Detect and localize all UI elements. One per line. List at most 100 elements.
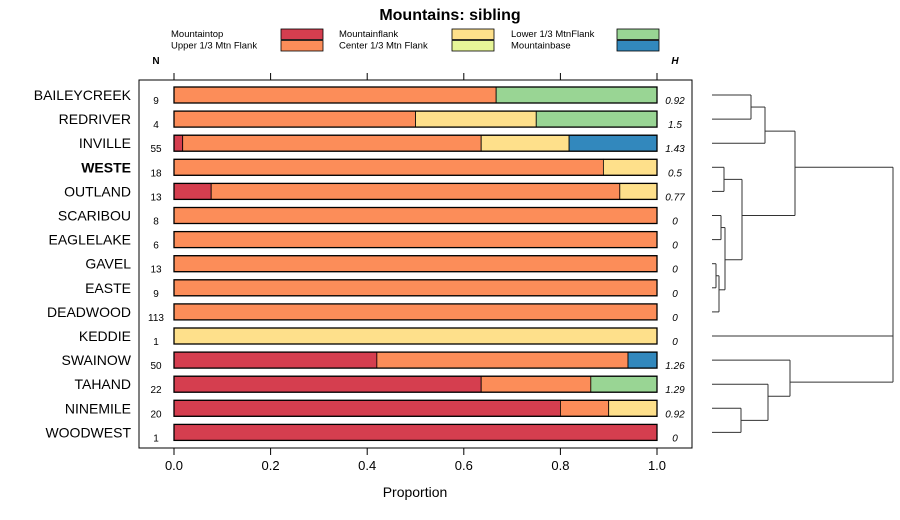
bar-outline-weste — [173, 158, 658, 176]
n-value-keddie: 1 — [153, 337, 159, 348]
h-value-eaglelake: 0 — [672, 241, 678, 252]
bar-segment-redriver-upper-1-3-mtn-flank — [173, 110, 416, 128]
h-value-easte: 0 — [672, 289, 678, 300]
bar-outline-swainow — [173, 351, 658, 369]
legend-swatch-mountaintop — [280, 28, 324, 40]
n-value-scaribou: 8 — [153, 217, 159, 228]
bar-outline-easte — [173, 279, 658, 297]
h-value-inville: 1.43 — [665, 144, 685, 155]
row-scaribou: SCARIBOU 8 0 — [58, 206, 678, 228]
x-tick-label-4: 0.8 — [551, 458, 569, 473]
row-deadwood: DEADWOOD 113 0 — [47, 303, 678, 324]
legend-swatch-lower-1-3-mtnflank — [616, 28, 660, 40]
n-value-baileycreek: 9 — [153, 96, 159, 107]
chart-title: Mountains: sibling — [379, 7, 520, 24]
row-label-eaglelake: EAGLELAKE — [49, 232, 132, 248]
n-value-inville: 55 — [150, 144, 162, 155]
bar-segment-easte-upper-1-3-mtn-flank — [173, 279, 658, 297]
bar-outline-baileycreek — [173, 86, 658, 104]
dendrogram — [712, 94, 894, 433]
bar-segment-outland-mountainflank — [619, 182, 658, 200]
bar-segment-inville-mountainbase — [568, 134, 658, 152]
row-label-keddie: KEDDIE — [79, 328, 131, 344]
row-label-deadwood: DEADWOOD — [47, 304, 131, 320]
row-woodwest: WOODWEST 1 0 — [45, 423, 678, 444]
row-ninemile: NINEMILE 20 0.92 — [65, 399, 685, 420]
bar-segment-deadwood-upper-1-3-mtn-flank — [173, 303, 658, 321]
h-value-swainow: 1.26 — [665, 361, 685, 372]
n-value-tahand: 22 — [150, 385, 162, 396]
bar-segment-woodwest-mountaintop — [173, 423, 658, 441]
row-tahand: TAHAND 22 1.29 — [74, 375, 685, 396]
bar-segment-weste-mountainflank — [602, 158, 658, 176]
bar-segment-tahand-upper-1-3-mtn-flank — [480, 375, 592, 393]
n-value-deadwood: 113 — [148, 313, 164, 324]
row-label-baileycreek: BAILEYCREEK — [34, 87, 132, 103]
row-label-ninemile: NINEMILE — [65, 400, 131, 416]
bar-outline-woodwest — [173, 423, 658, 442]
row-label-tahand: TAHAND — [74, 376, 131, 392]
legend-label-mountainflank: Mountainflank — [339, 29, 398, 40]
bar-segment-scaribou-upper-1-3-mtn-flank — [173, 207, 658, 224]
n-value-gavel: 13 — [150, 265, 162, 276]
bar-segment-redriver-lower-1-3-mtnflank — [535, 110, 658, 128]
bar-segment-weste-upper-1-3-mtn-flank — [173, 158, 604, 176]
bar-segment-inville-mountainflank — [480, 134, 570, 152]
n-value-swainow: 50 — [150, 361, 162, 372]
bar-segment-gavel-upper-1-3-mtn-flank — [173, 255, 658, 273]
bar-segment-tahand-mountaintop — [173, 375, 482, 393]
x-axis: 0.0 0.2 0.4 0.6 0.8 1.0 — [165, 73, 666, 473]
bar-segment-swainow-mountainbase — [627, 351, 658, 369]
n-header: N — [152, 56, 159, 67]
legend-swatch-upper-1-3-mtn-flank — [280, 40, 324, 52]
row-weste: WESTE 18 0.5 — [81, 158, 682, 179]
bar-outline-inville — [173, 134, 658, 152]
row-label-scaribou: SCARIBOU — [58, 208, 131, 224]
bar-segment-baileycreek-upper-1-3-mtn-flank — [173, 86, 497, 104]
bar-segment-baileycreek-lower-1-3-mtnflank — [495, 86, 658, 104]
bar-segment-inville-upper-1-3-mtn-flank — [182, 134, 482, 152]
legend-label-center-1-3-mtn-flank: Center 1/3 Mtn Flank — [339, 41, 428, 52]
x-tick-label-2: 0.4 — [358, 458, 376, 473]
h-header: H — [671, 56, 679, 67]
n-value-outland: 13 — [150, 192, 162, 203]
n-value-redriver: 4 — [153, 120, 159, 131]
h-value-baileycreek: 0.92 — [665, 96, 685, 107]
bar-outline-eaglelake — [173, 230, 658, 249]
bar-segment-swainow-upper-1-3-mtn-flank — [376, 351, 629, 369]
h-value-deadwood: 0 — [672, 313, 678, 324]
row-eaglelake: EAGLELAKE 6 0 — [49, 230, 678, 252]
bar-outline-outland — [173, 182, 658, 201]
legend-label-upper-1-3-mtn-flank: Upper 1/3 Mtn Flank — [171, 41, 257, 52]
h-value-weste: 0.5 — [668, 168, 682, 179]
bar-outline-ninemile — [173, 399, 658, 417]
bar-segment-ninemile-mountainflank — [608, 399, 658, 417]
bar-segment-eaglelake-upper-1-3-mtn-flank — [173, 231, 658, 249]
h-value-keddie: 0 — [672, 337, 678, 348]
bar-outline-gavel — [173, 255, 658, 273]
legend-label-mountainbase: Mountainbase — [511, 41, 571, 52]
h-value-outland: 0.77 — [665, 192, 685, 203]
row-label-redriver: REDRIVER — [59, 111, 131, 127]
legend-swatch-center-1-3-mtn-flank — [451, 40, 495, 52]
h-value-woodwest: 0 — [672, 433, 678, 444]
row-label-swainow: SWAINOW — [62, 352, 132, 368]
legend-label-mountaintop: Mountaintop — [171, 29, 223, 40]
rows: BAILEYCREEK 9 0.92 REDRIVER 4 1.5 INVILLE 55 1.4… — [34, 86, 685, 444]
legend-swatch-mountainflank — [451, 28, 495, 40]
bar-segment-inville-mountaintop — [173, 134, 184, 152]
x-tick-label-0: 0.0 — [165, 458, 183, 473]
h-value-tahand: 1.29 — [665, 385, 685, 396]
n-value-weste: 18 — [150, 168, 162, 179]
n-value-woodwest: 1 — [153, 433, 159, 444]
x-tick-label-5: 1.0 — [648, 458, 666, 473]
bar-segment-tahand-lower-1-3-mtnflank — [590, 375, 658, 393]
row-easte: EASTE 9 0 — [85, 279, 678, 300]
row-label-woodwest: WOODWEST — [45, 424, 131, 440]
h-value-redriver: 1.5 — [668, 120, 682, 131]
bar-outline-keddie — [173, 327, 658, 345]
bar-outline-deadwood — [173, 303, 658, 321]
h-value-scaribou: 0 — [672, 217, 678, 228]
